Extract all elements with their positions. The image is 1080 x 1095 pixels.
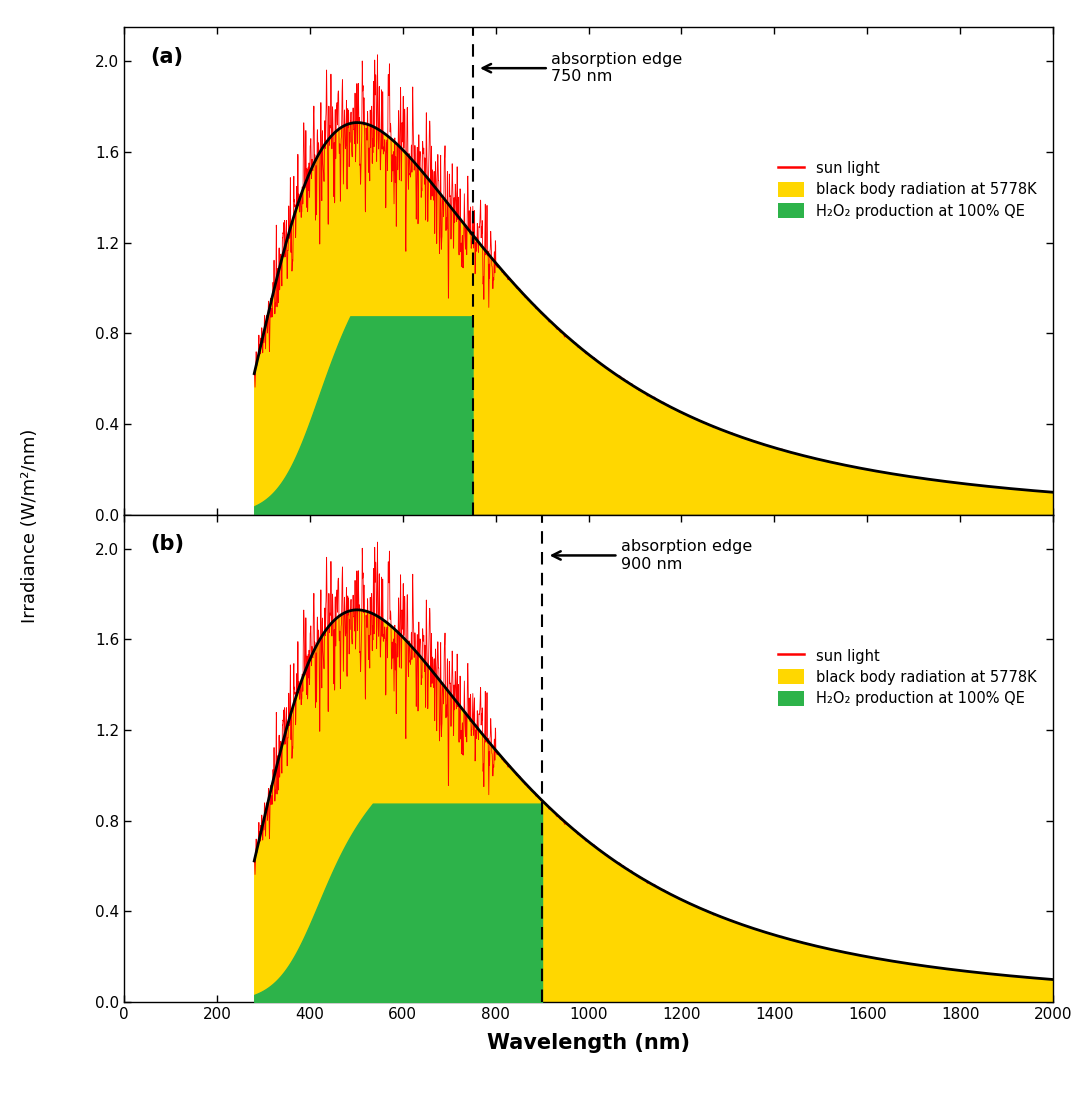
Legend: sun light, black body radiation at 5778K, H₂O₂ production at 100% QE: sun light, black body radiation at 5778K…: [773, 644, 1041, 711]
X-axis label: Wavelength (nm): Wavelength (nm): [487, 1033, 690, 1053]
Legend: sun light, black body radiation at 5778K, H₂O₂ production at 100% QE: sun light, black body radiation at 5778K…: [773, 157, 1041, 223]
Text: (a): (a): [150, 47, 184, 67]
Text: (b): (b): [150, 534, 185, 554]
Text: Irradiance (W/m²/nm): Irradiance (W/m²/nm): [22, 428, 39, 623]
Text: absorption edge
900 nm: absorption edge 900 nm: [552, 539, 753, 572]
Text: absorption edge
750 nm: absorption edge 750 nm: [483, 51, 683, 84]
